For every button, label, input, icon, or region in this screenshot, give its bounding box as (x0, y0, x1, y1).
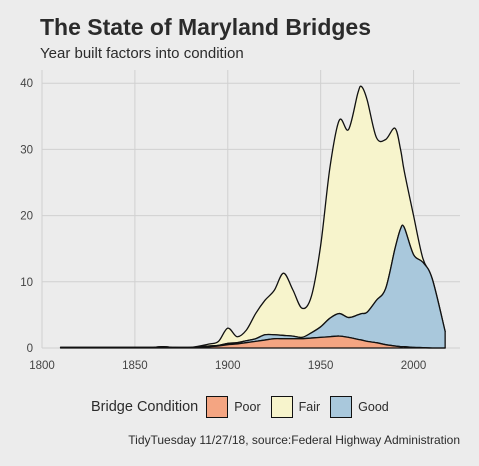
axis-ticks: 0 10 20 30 40 1800 1850 1900 1950 2000 (20, 78, 426, 372)
x-tick-label: 1900 (215, 360, 241, 372)
legend: Bridge Condition Poor Fair Good (91, 396, 399, 418)
area-series-poor (59, 335, 446, 349)
y-tick-label: 40 (20, 78, 33, 90)
y-tick-label: 10 (20, 277, 33, 289)
y-tick-label: 30 (20, 144, 33, 156)
x-tick-label: 1850 (122, 360, 148, 372)
x-tick-label: 1800 (29, 360, 55, 372)
legend-label-poor: Poor (234, 400, 261, 414)
legend-key-poor (206, 396, 229, 418)
x-tick-label: 1950 (308, 360, 334, 372)
y-tick-label: 20 (20, 211, 33, 223)
x-tick-label: 2000 (401, 360, 427, 372)
legend-label-good: Good (358, 400, 389, 414)
chart-title: The State of Maryland Bridges (40, 14, 372, 40)
legend-item-poor: Poor (206, 396, 261, 418)
stacked-area-series (59, 85, 446, 349)
legend-key-fair (270, 396, 293, 418)
chart-caption: TidyTuesday 11/27/18, source:Federal Hig… (128, 433, 460, 447)
legend-item-fair: Fair (270, 396, 321, 418)
chart-subtitle: Year built factors into condition (40, 45, 244, 62)
legend-item-good: Good (330, 396, 389, 418)
legend-key-good (330, 396, 353, 418)
legend-label-fair: Fair (298, 400, 321, 414)
legend-title: Bridge Condition (91, 399, 199, 415)
y-tick-label: 0 (27, 343, 33, 355)
